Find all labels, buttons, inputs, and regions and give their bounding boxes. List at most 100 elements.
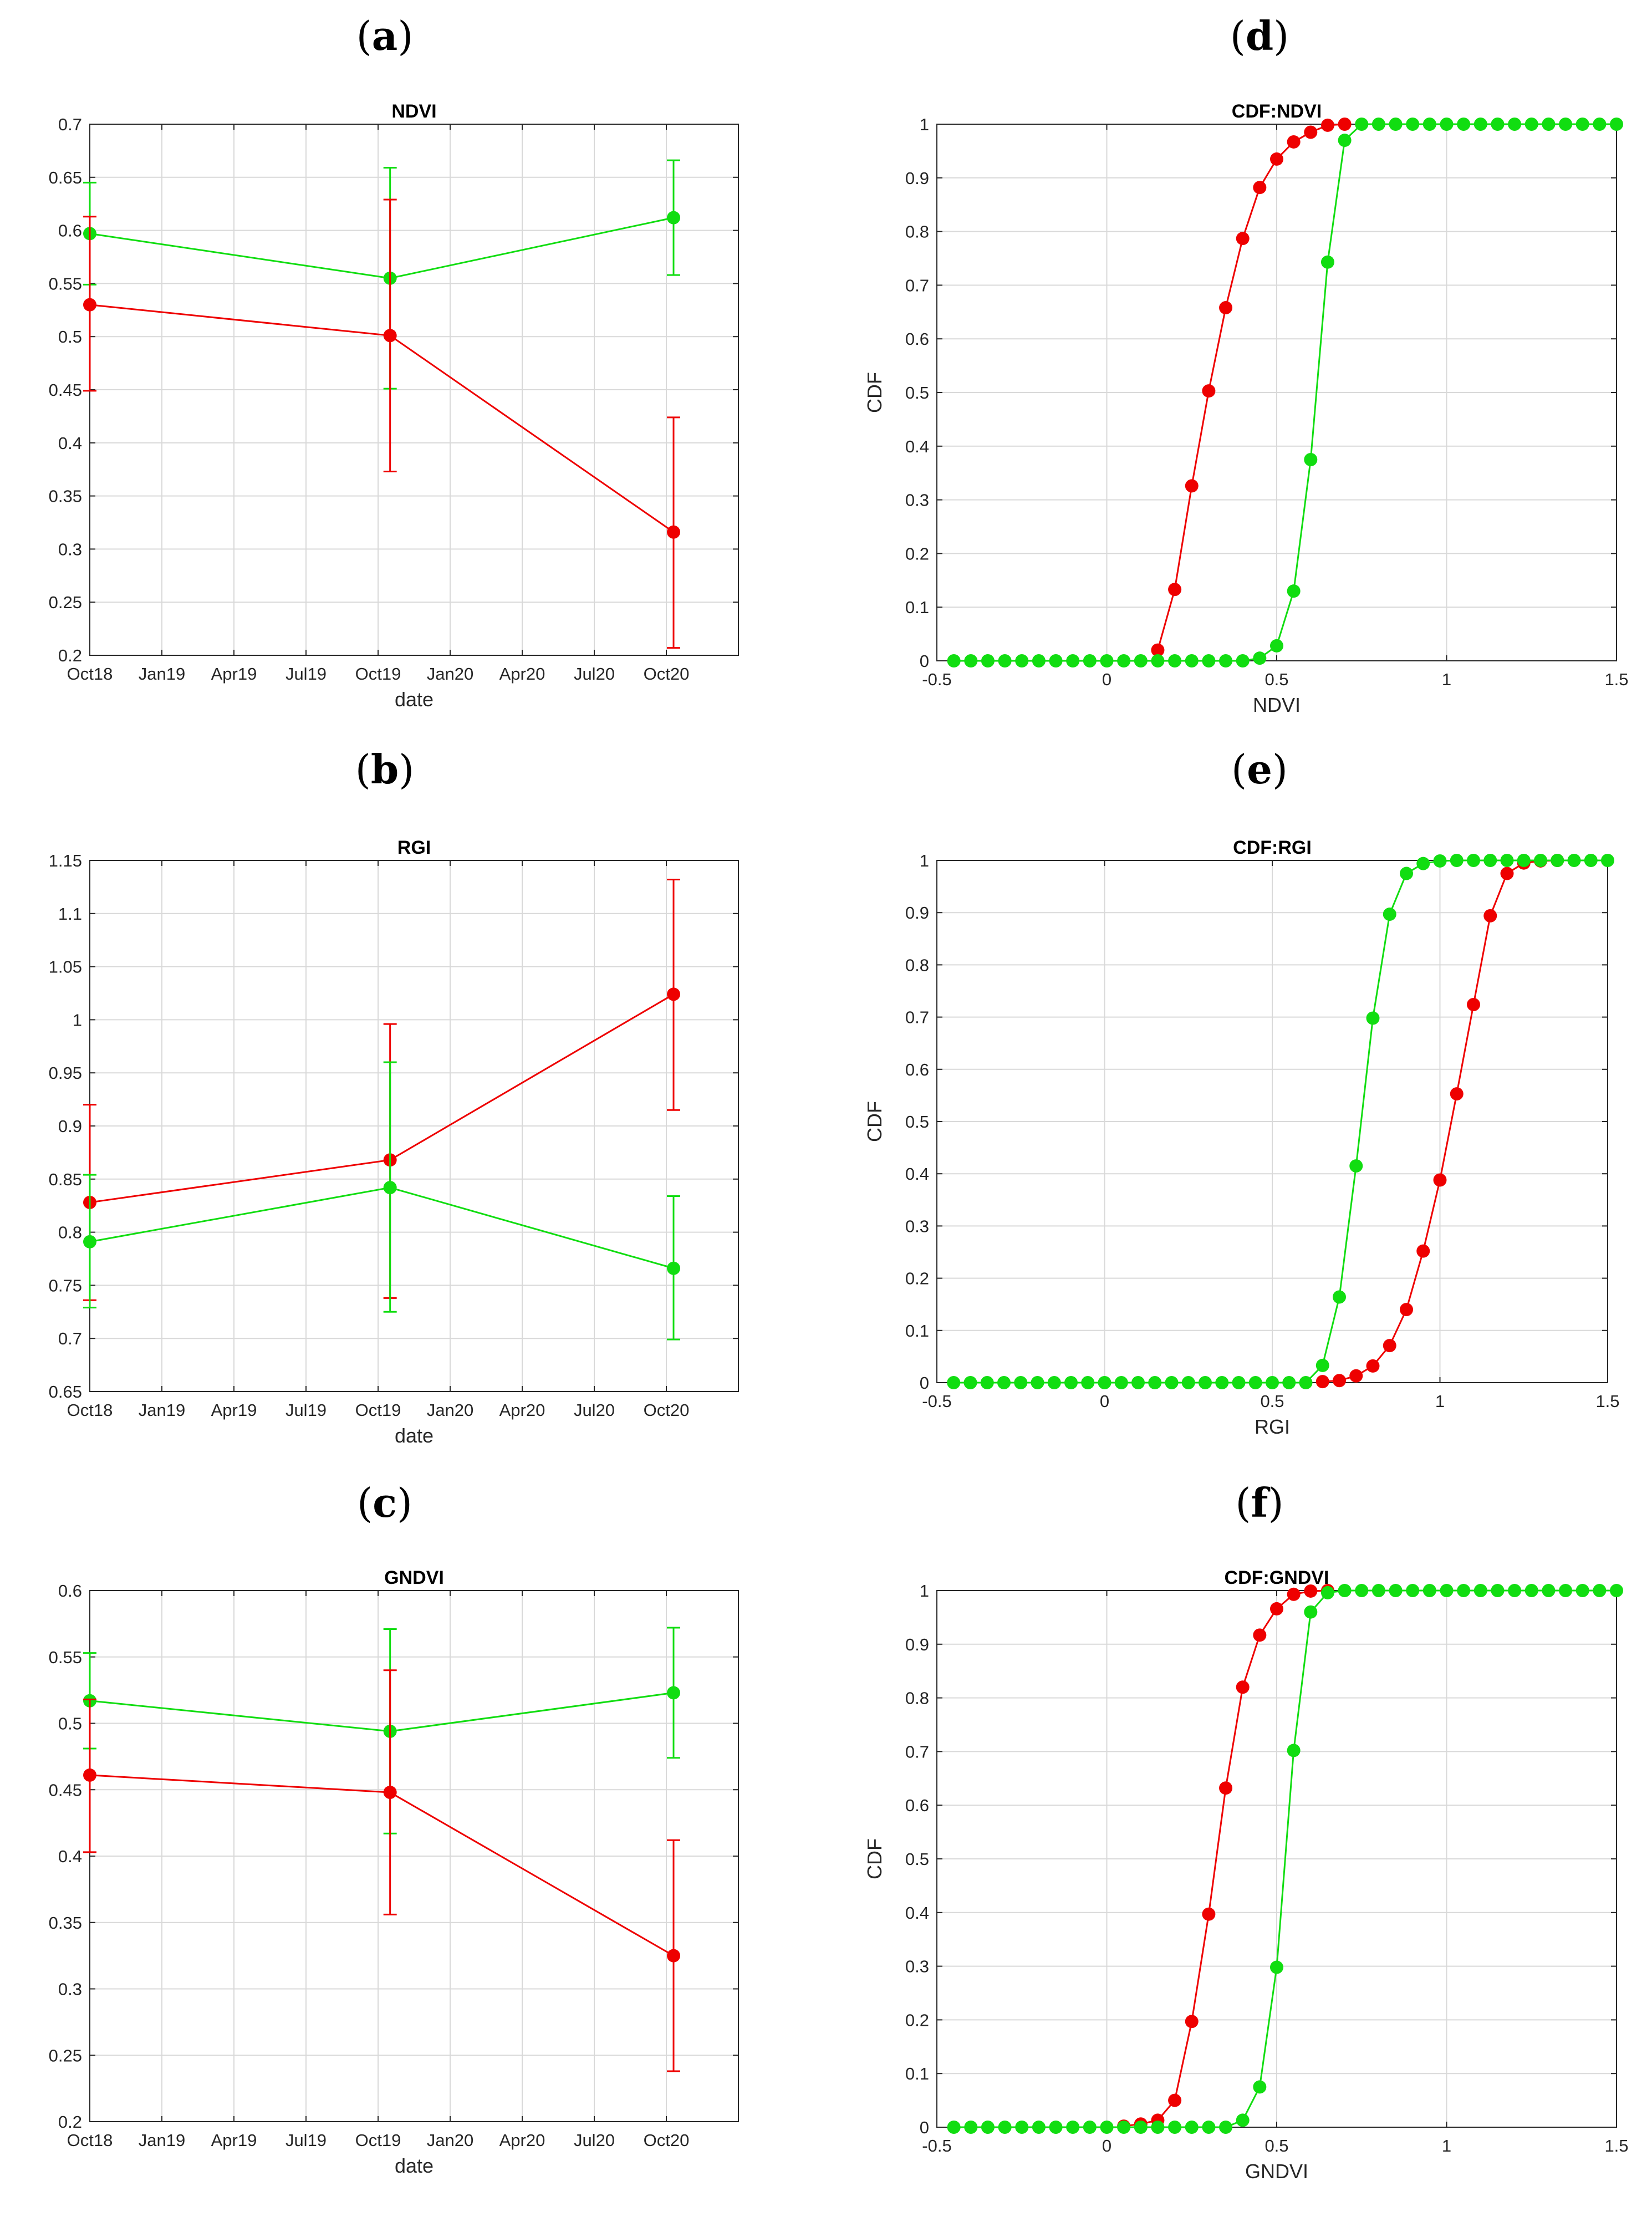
data-point [1316, 1358, 1329, 1372]
y-tick-label: 0.1 [905, 1321, 929, 1341]
x-tick-label: 1.5 [1604, 2136, 1628, 2155]
data-point [1575, 1584, 1589, 1597]
x-tick-label: Apr19 [211, 1400, 257, 1420]
data-point [667, 1949, 680, 1963]
data-point [1287, 1587, 1301, 1601]
data-point [1416, 1244, 1430, 1258]
x-axis-label: RGI [1255, 1415, 1290, 1438]
data-point [1117, 654, 1131, 667]
data-point [1049, 654, 1063, 667]
y-tick-label: 0.65 [49, 168, 82, 187]
data-point [1400, 867, 1413, 880]
x-axis-label: date [395, 2154, 434, 2177]
y-tick-label: 0.8 [905, 222, 929, 242]
data-point [1433, 854, 1447, 868]
y-tick-label: 0.2 [905, 544, 929, 563]
chart-panel-f: (f)-0.5 0 0.5 1 1.500.10.20.30.40.50.60.70.8… [863, 1479, 1629, 2183]
data-point [1270, 1602, 1283, 1615]
y-tick-label: 0.2 [905, 1269, 929, 1288]
data-point [947, 2121, 961, 2134]
data-point [1185, 2121, 1199, 2134]
data-point [1287, 135, 1301, 149]
data-point [667, 525, 680, 539]
x-tick-label: Jan19 [139, 664, 185, 684]
data-point [1366, 1359, 1380, 1373]
panel-label: (d) [1230, 12, 1289, 59]
y-tick-label: 0 [920, 2118, 929, 2137]
y-tick-label: 0.2 [905, 2010, 929, 2030]
x-tick-label: 1.5 [1595, 1392, 1619, 1411]
data-point [1467, 997, 1480, 1011]
y-tick-label: 0.5 [58, 1714, 82, 1734]
data-point [1185, 479, 1199, 493]
data-point [1236, 1680, 1250, 1694]
data-point [1014, 1376, 1028, 1389]
data-point [1047, 1376, 1061, 1389]
x-tick-label: Apr19 [211, 2131, 257, 2150]
series-green [947, 1584, 1623, 2134]
data-point [1219, 2121, 1233, 2134]
data-point [1270, 639, 1283, 653]
x-tick-label: Jul20 [574, 1400, 615, 1420]
x-tick-label: Oct20 [644, 1400, 690, 1420]
y-tick-label: 0.6 [905, 1796, 929, 1815]
data-point [963, 1376, 977, 1389]
y-tick-label: 0.3 [905, 1216, 929, 1236]
data-point [1253, 2080, 1267, 2094]
data-point [1355, 1584, 1369, 1597]
data-point [1287, 1744, 1301, 1757]
data-point [1232, 1376, 1246, 1389]
y-tick-label: 0.55 [49, 274, 82, 293]
x-tick-label: 0.5 [1265, 2136, 1288, 2155]
data-point [1508, 1584, 1522, 1597]
data-point [1316, 1375, 1329, 1389]
x-tick-label: Oct18 [67, 1400, 113, 1420]
series-line [954, 1589, 1617, 2128]
y-tick-label: 0.7 [905, 276, 929, 295]
data-point [1349, 1159, 1363, 1173]
data-point [1517, 854, 1531, 867]
data-point [1389, 1584, 1403, 1597]
data-point [1610, 1584, 1623, 1597]
data-point [1457, 118, 1471, 131]
data-point [997, 1376, 1011, 1389]
data-point [947, 654, 961, 667]
y-tick-label: 0.4 [905, 1164, 929, 1184]
data-point [1202, 2121, 1216, 2134]
data-point [1015, 2121, 1029, 2134]
x-tick-label: Apr20 [499, 664, 545, 684]
x-tick-label: 1.5 [1604, 670, 1628, 689]
data-point [964, 654, 978, 667]
data-point [1304, 1605, 1318, 1619]
data-point [1031, 1376, 1044, 1389]
data-point [1151, 2121, 1165, 2134]
y-tick-label: 1.05 [49, 957, 82, 977]
x-tick-label: 0 [1100, 1392, 1109, 1411]
data-point [383, 1786, 397, 1800]
data-point [1114, 1376, 1128, 1389]
data-point [667, 211, 680, 225]
data-point [1134, 654, 1148, 667]
data-point [1338, 134, 1352, 147]
y-tick-label: 0.6 [58, 1581, 82, 1601]
data-point [947, 1376, 961, 1389]
y-axis-label: CDF [863, 372, 886, 413]
data-point [1168, 583, 1182, 597]
data-point [83, 1768, 96, 1782]
data-point [1202, 1907, 1216, 1921]
data-point [1219, 301, 1233, 315]
data-point [1610, 118, 1623, 131]
data-point [1508, 118, 1522, 131]
data-point [1131, 1376, 1145, 1389]
data-point [1320, 118, 1334, 132]
x-tick-label: 0.5 [1260, 1392, 1284, 1411]
x-tick-label: Jan20 [427, 1400, 473, 1420]
x-tick-label: Jan20 [427, 664, 473, 684]
data-point [1320, 1586, 1334, 1599]
y-tick-label: 0.2 [58, 646, 82, 665]
data-point [1236, 2113, 1250, 2127]
data-point [1032, 654, 1046, 667]
y-tick-label: 0.2 [58, 2112, 82, 2132]
x-tick-label: Oct18 [67, 2131, 113, 2150]
